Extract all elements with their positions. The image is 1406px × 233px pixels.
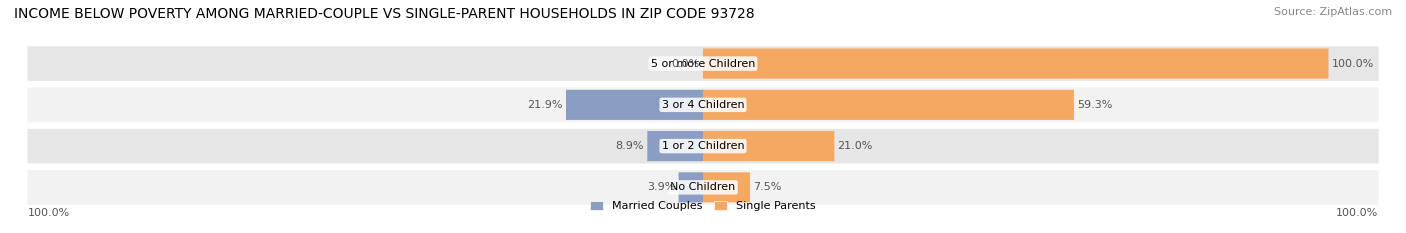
Text: 100.0%: 100.0%	[1331, 58, 1374, 69]
Text: Source: ZipAtlas.com: Source: ZipAtlas.com	[1274, 7, 1392, 17]
Text: 3 or 4 Children: 3 or 4 Children	[662, 100, 744, 110]
Text: 21.9%: 21.9%	[527, 100, 562, 110]
FancyBboxPatch shape	[28, 170, 1378, 205]
FancyBboxPatch shape	[703, 90, 1074, 120]
FancyBboxPatch shape	[28, 88, 1378, 122]
FancyBboxPatch shape	[703, 131, 834, 161]
Text: 1 or 2 Children: 1 or 2 Children	[662, 141, 744, 151]
FancyBboxPatch shape	[679, 172, 703, 202]
FancyBboxPatch shape	[703, 172, 749, 202]
Legend: Married Couples, Single Parents: Married Couples, Single Parents	[586, 197, 820, 216]
Text: 100.0%: 100.0%	[28, 208, 70, 218]
FancyBboxPatch shape	[28, 129, 1378, 163]
FancyBboxPatch shape	[28, 46, 1378, 81]
Text: 0.0%: 0.0%	[672, 58, 700, 69]
Text: 5 or more Children: 5 or more Children	[651, 58, 755, 69]
FancyBboxPatch shape	[567, 90, 703, 120]
Text: 100.0%: 100.0%	[1336, 208, 1378, 218]
Text: 59.3%: 59.3%	[1077, 100, 1112, 110]
Text: INCOME BELOW POVERTY AMONG MARRIED-COUPLE VS SINGLE-PARENT HOUSEHOLDS IN ZIP COD: INCOME BELOW POVERTY AMONG MARRIED-COUPL…	[14, 7, 755, 21]
Text: 21.0%: 21.0%	[838, 141, 873, 151]
Text: 8.9%: 8.9%	[616, 141, 644, 151]
Text: No Children: No Children	[671, 182, 735, 192]
Text: 7.5%: 7.5%	[754, 182, 782, 192]
FancyBboxPatch shape	[703, 48, 1329, 79]
FancyBboxPatch shape	[647, 131, 703, 161]
Text: 3.9%: 3.9%	[647, 182, 675, 192]
